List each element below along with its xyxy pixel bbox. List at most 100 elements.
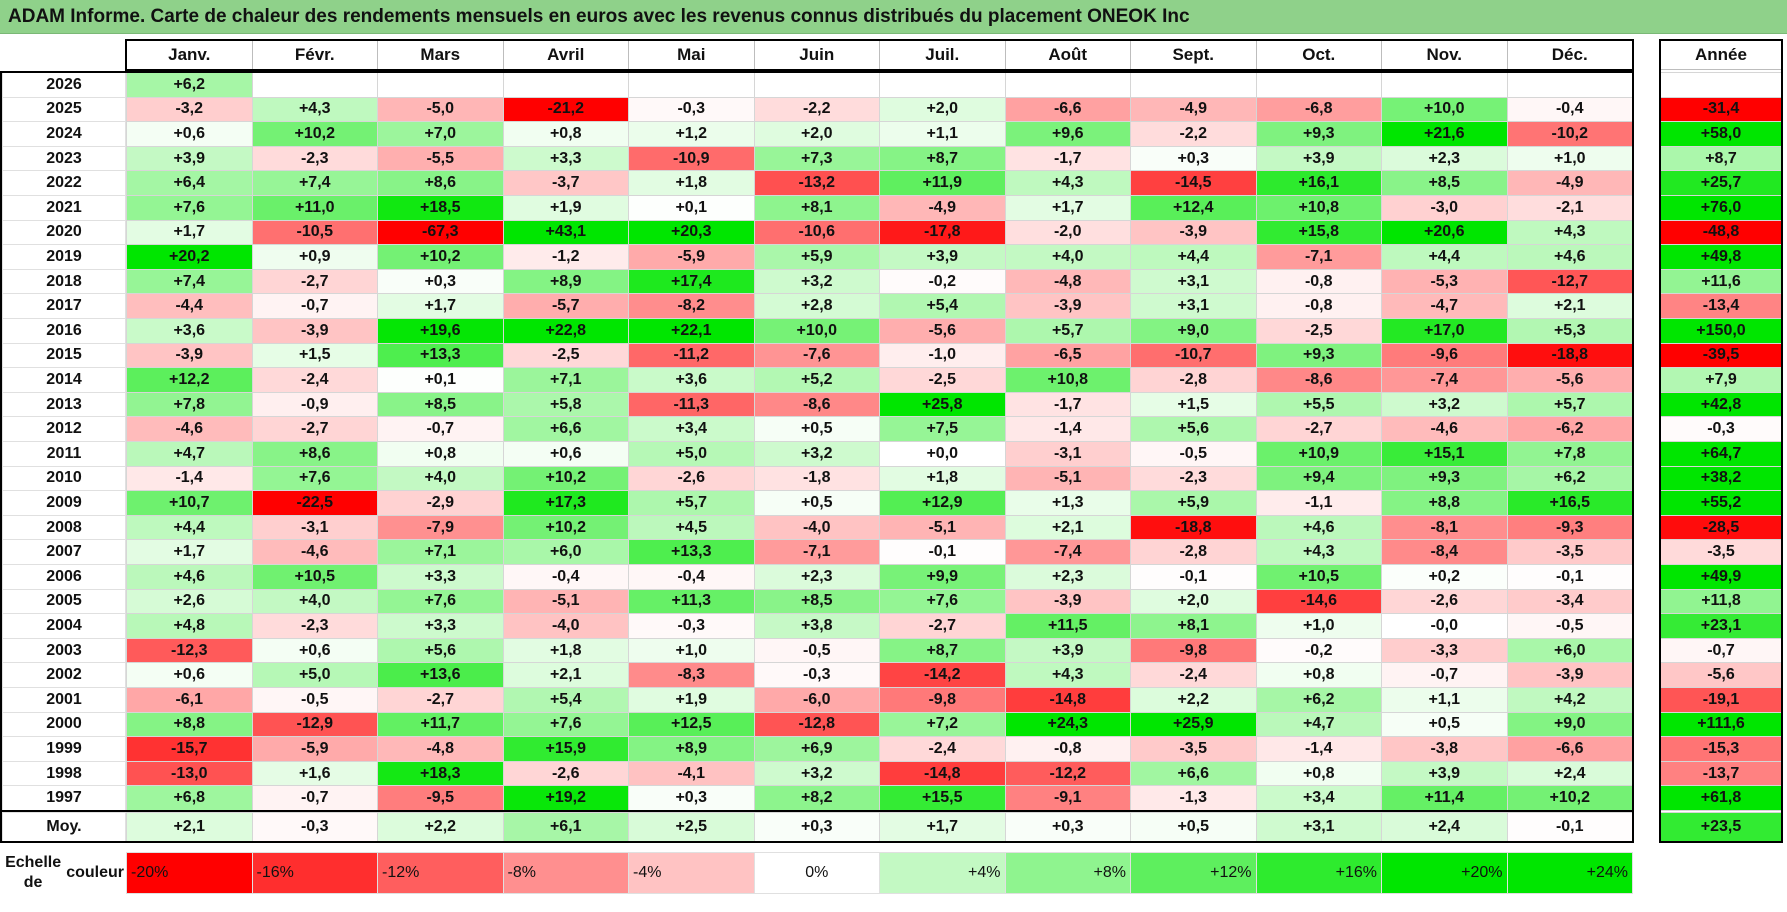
heatmap-cell: +11,3 xyxy=(628,588,755,615)
heatmap-cell: -3,7 xyxy=(502,170,629,196)
heatmap-cell xyxy=(1381,72,1508,98)
heatmap-cell: +0,5 xyxy=(753,490,880,516)
month-header: Mai xyxy=(628,40,755,70)
heatmap-cell: -2,8 xyxy=(1130,367,1257,393)
heatmap-cell: +3,1 xyxy=(1130,293,1257,319)
heatmap-cell: +15,9 xyxy=(502,736,629,762)
heatmap-cell: -8,2 xyxy=(628,293,755,319)
heatmap-cell: -17,8 xyxy=(879,219,1006,246)
heatmap-cell: +7,8 xyxy=(126,391,253,418)
heatmap-cell: -3,1 xyxy=(251,514,378,541)
heatmap-cell: -1,7 xyxy=(1004,391,1131,418)
annual-cell: +25,7 xyxy=(1660,170,1782,196)
heatmap-cell: -9,1 xyxy=(1004,785,1131,811)
heatmap-cell: +0,9 xyxy=(251,244,378,270)
heatmap-cell: +6,0 xyxy=(1506,637,1633,664)
heatmap-cell: -7,9 xyxy=(377,514,504,541)
heatmap-cell: -2,6 xyxy=(628,465,755,492)
heatmap-cell: +0,8 xyxy=(377,441,504,467)
heatmap-cell: +2,1 xyxy=(502,662,629,688)
heatmap-cell: -4,6 xyxy=(251,539,378,565)
annual-cell: -3,5 xyxy=(1660,539,1782,565)
heatmap-cell: +18,5 xyxy=(377,195,504,221)
heatmap-cell: -5,1 xyxy=(502,588,629,615)
heatmap-cell: +11,9 xyxy=(879,170,1006,196)
year-label: 2020 xyxy=(2,219,126,246)
color-scale-label-line1: Echelle de xyxy=(5,854,62,891)
heatmap-cell: +5,0 xyxy=(628,441,755,467)
average-annual-cell: +23,5 xyxy=(1660,812,1782,842)
heatmap-cell: +7,6 xyxy=(251,465,378,492)
heatmap-cell: -3,9 xyxy=(1004,293,1131,319)
heatmap-cell: +4,7 xyxy=(126,441,253,467)
heatmap-cell: +4,5 xyxy=(628,514,755,541)
heatmap-cell: +3,4 xyxy=(1255,785,1382,811)
heatmap-cell: +10,2 xyxy=(1506,785,1633,811)
heatmap-cell: +3,9 xyxy=(126,145,253,172)
heatmap-cell: -7,4 xyxy=(1004,539,1131,565)
heatmap-cell: -3,2 xyxy=(126,96,253,123)
annual-cell: +64,7 xyxy=(1660,441,1782,467)
average-cell: +0,3 xyxy=(1004,812,1131,842)
heatmap-cell: +4,0 xyxy=(377,465,504,492)
heatmap-cell: -8,1 xyxy=(1381,514,1508,541)
heatmap-cell: -6,2 xyxy=(1506,416,1633,442)
heatmap-cell: -9,8 xyxy=(1130,637,1257,664)
heatmap-cell: -4,6 xyxy=(1381,416,1508,442)
heatmap-cell: -9,8 xyxy=(879,687,1006,713)
heatmap-cell: +15,1 xyxy=(1381,441,1508,467)
heatmap-cell: +1,1 xyxy=(1381,687,1508,713)
annual-cell: +38,2 xyxy=(1660,465,1782,492)
heatmap-cell xyxy=(1004,72,1131,98)
annual-cell: +76,0 xyxy=(1660,195,1782,221)
heatmap-cell: -0,7 xyxy=(251,293,378,319)
heatmap-cell: -1,3 xyxy=(1130,785,1257,811)
heatmap-cell: -2,3 xyxy=(251,145,378,172)
heatmap-cell: +25,9 xyxy=(1130,711,1257,738)
heatmap-cell: +4,3 xyxy=(1004,662,1131,688)
heatmap-cell: +15,5 xyxy=(879,785,1006,811)
heatmap-cell: -0,2 xyxy=(879,268,1006,295)
heatmap-cell: +4,4 xyxy=(126,514,253,541)
heatmap-cell: -4,0 xyxy=(502,613,629,639)
heatmap-cell: +5,0 xyxy=(251,662,378,688)
heatmap-cell: +15,8 xyxy=(1255,219,1382,246)
heatmap-cell: +3,6 xyxy=(628,367,755,393)
heatmap-cell: +10,5 xyxy=(251,564,378,590)
heatmap-cell: -4,1 xyxy=(628,760,755,787)
heatmap-cell: +9,3 xyxy=(1381,465,1508,492)
heatmap-cell: +13,6 xyxy=(377,662,504,688)
heatmap-cell: +0,3 xyxy=(377,268,504,295)
heatmap-cell: +5,7 xyxy=(1506,391,1633,418)
heatmap-cell: +20,6 xyxy=(1381,219,1508,246)
heatmap-cell: -0,4 xyxy=(628,564,755,590)
heatmap-cell: -1,1 xyxy=(1255,490,1382,516)
heatmap-cell: -2,6 xyxy=(502,760,629,787)
heatmap-cell: -12,3 xyxy=(126,637,253,664)
heatmap-cell: +16,5 xyxy=(1506,490,1633,516)
heatmap-cell: -67,3 xyxy=(377,219,504,246)
year-label: 2005 xyxy=(2,588,126,615)
heatmap-cell: +7,5 xyxy=(879,416,1006,442)
heatmap-cell: +1,7 xyxy=(126,219,253,246)
heatmap-cell: +8,9 xyxy=(502,268,629,295)
annual-cell: +42,8 xyxy=(1660,391,1782,418)
heatmap-cell: +8,8 xyxy=(126,711,253,738)
annual-cell: -31,4 xyxy=(1660,96,1782,123)
heatmap-cell: -5,6 xyxy=(1506,367,1633,393)
heatmap-cell: +2,1 xyxy=(1506,293,1633,319)
color-scale-stop: +24% xyxy=(1506,852,1633,894)
heatmap-cell: +1,9 xyxy=(628,687,755,713)
heatmap-cell: +11,5 xyxy=(1004,613,1131,639)
heatmap-cell: -3,0 xyxy=(1381,195,1508,221)
heatmap-cell: +25,8 xyxy=(879,391,1006,418)
annual-cell: -5,6 xyxy=(1660,662,1782,688)
year-label: 2006 xyxy=(2,564,126,590)
heatmap-cell: +13,3 xyxy=(377,342,504,369)
heatmap-cell: +7,8 xyxy=(1506,441,1633,467)
heatmap-cell: -12,9 xyxy=(251,711,378,738)
heatmap-cell: +8,6 xyxy=(377,170,504,196)
heatmap-cell: +6,0 xyxy=(502,539,629,565)
heatmap-cell: +13,3 xyxy=(628,539,755,565)
year-label: 2011 xyxy=(2,441,126,467)
